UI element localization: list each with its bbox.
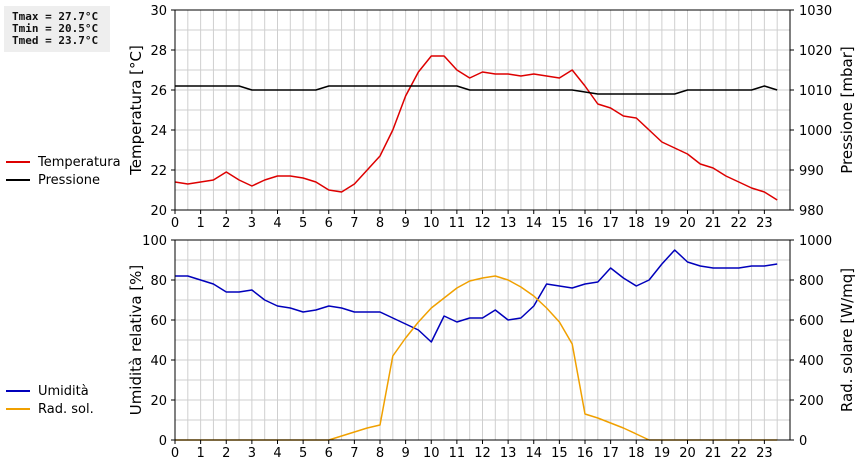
top-yl-tick-label: 20 (150, 204, 167, 219)
legend-bottom: Umidità Rad. sol. (6, 384, 94, 417)
bottom-x-tick-label: 13 (500, 446, 517, 460)
top-x-tick-label: 8 (376, 216, 384, 231)
bottom-yr-tick-label: 800 (799, 274, 824, 289)
bottom-x-tick-label: 14 (525, 446, 542, 460)
bottom-x-tick-label: 16 (577, 446, 594, 460)
top-x-tick-label: 3 (248, 216, 256, 231)
top-x-tick-label: 0 (171, 216, 179, 231)
top-x-tick-label: 23 (756, 216, 773, 231)
top-yr-tick-label: 1000 (799, 124, 832, 139)
top-x-tick-label: 21 (705, 216, 722, 231)
bottom-x-tick-label: 9 (401, 446, 409, 460)
temperature-pressure-chart: 0 1 2 3 4 5 6 7 8 9 10 11 12 13 14 15 16 17 18 19 20 21 22 2320… (127, 4, 856, 231)
top-yr-tick-label: 1030 (799, 4, 832, 19)
bottom-yr-tick-label: 0 (799, 434, 807, 449)
bottom-x-tick-label: 10 (423, 446, 440, 460)
top-ylabel-left: Temperatura [°C] (127, 45, 145, 176)
tmin-label: Tmin = 20.5°C (12, 22, 99, 35)
stats-box: Tmax = 27.7°C Tmin = 20.5°C Tmed = 23.7°… (4, 6, 110, 52)
top-series-temperatura (174, 55, 778, 201)
legends: Temperatura Pressione Umidità Rad. sol. (6, 155, 121, 417)
top-yr-tick-label: 1010 (799, 84, 832, 99)
bottom-yl-tick-label: 80 (150, 274, 167, 289)
top-x-tick-label: 10 (423, 216, 440, 231)
top-x-tick-label: 22 (730, 216, 747, 231)
top-x-tick-label: 12 (474, 216, 491, 231)
top-ylabel-right: Pressione [mbar] (838, 46, 856, 174)
bottom-x-tick-label: 18 (628, 446, 645, 460)
top-yr-tick-label: 980 (799, 204, 824, 219)
top-yl-tick-label: 22 (150, 164, 167, 179)
bottom-x-tick-label: 6 (325, 446, 333, 460)
bottom-x-tick-label: 4 (273, 446, 281, 460)
legend-humidity-label: Umidità (38, 384, 89, 399)
bottom-x-tick-label: 1 (196, 446, 204, 460)
bottom-x-tick-label: 7 (350, 446, 358, 460)
bottom-x-tick-label: 0 (171, 446, 179, 460)
top-x-tick-label: 1 (196, 216, 204, 231)
top-x-tick-label: 6 (325, 216, 333, 231)
tmed-label: Tmed = 23.7°C (12, 34, 99, 47)
top-x-tick-label: 9 (401, 216, 409, 231)
bottom-x-tick-label: 2 (222, 446, 230, 460)
bottom-series-umidit- (175, 249, 778, 343)
top-yl-tick-label: 28 (150, 44, 167, 59)
bottom-x-tick-label: 12 (474, 446, 491, 460)
bottom-x-tick-label: 23 (756, 446, 773, 460)
bottom-ylabel-right: Rad. solare [W/mq] (838, 268, 856, 412)
bottom-yl-tick-label: 100 (142, 234, 167, 249)
bottom-x-tick-label: 8 (376, 446, 384, 460)
bottom-yr-tick-label: 600 (799, 314, 824, 329)
top-x-tick-label: 14 (525, 216, 542, 231)
humidity-solar-chart: 0 1 2 3 4 5 6 7 8 9 10 11 12 13 14 15 16 17 18 19 20 21 22 2302… (127, 234, 856, 460)
top-yl-tick-label: 26 (150, 84, 167, 99)
bottom-x-tick-label: 21 (705, 446, 722, 460)
top-yr-tick-label: 1020 (799, 44, 832, 59)
top-x-tick-label: 2 (222, 216, 230, 231)
tmax-label: Tmax = 27.7°C (12, 10, 99, 23)
top-series-pressione (175, 85, 778, 95)
bottom-yr-tick-label: 1000 (799, 234, 832, 249)
bottom-yr-tick-label: 400 (799, 354, 824, 369)
top-x-tick-label: 16 (577, 216, 594, 231)
top-x-tick-label: 20 (679, 216, 696, 231)
top-x-tick-label: 17 (602, 216, 619, 231)
bottom-yl-tick-label: 0 (159, 434, 167, 449)
bottom-ylabel-left: Umidità relativa [%] (127, 265, 145, 416)
bottom-yl-tick-label: 40 (150, 354, 167, 369)
legend-temperature-label: Temperatura (37, 155, 121, 170)
bottom-x-tick-label: 15 (551, 446, 568, 460)
top-x-tick-label: 19 (654, 216, 671, 231)
bottom-x-tick-label: 22 (730, 446, 747, 460)
top-yl-tick-label: 30 (150, 4, 167, 19)
top-x-tick-label: 5 (299, 216, 307, 231)
legend-top: Temperatura Pressione (6, 155, 121, 188)
bottom-x-tick-label: 20 (679, 446, 696, 460)
top-x-tick-label: 13 (500, 216, 517, 231)
top-x-tick-label: 11 (449, 216, 466, 231)
bottom-x-tick-label: 17 (602, 446, 619, 460)
top-x-tick-label: 15 (551, 216, 568, 231)
legend-solar-label: Rad. sol. (38, 402, 94, 417)
bottom-yl-tick-label: 20 (150, 394, 167, 409)
top-yl-tick-label: 24 (150, 124, 167, 139)
bottom-x-tick-label: 19 (654, 446, 671, 460)
top-x-tick-label: 4 (273, 216, 281, 231)
top-x-tick-label: 18 (628, 216, 645, 231)
top-yr-tick-label: 990 (799, 164, 824, 179)
legend-pressure-label: Pressione (38, 173, 100, 188)
bottom-yl-tick-label: 60 (150, 314, 167, 329)
bottom-x-tick-label: 11 (449, 446, 466, 460)
top-x-tick-label: 7 (350, 216, 358, 231)
bottom-x-tick-label: 5 (299, 446, 307, 460)
bottom-yr-tick-label: 200 (799, 394, 824, 409)
bottom-x-tick-label: 3 (248, 446, 256, 460)
